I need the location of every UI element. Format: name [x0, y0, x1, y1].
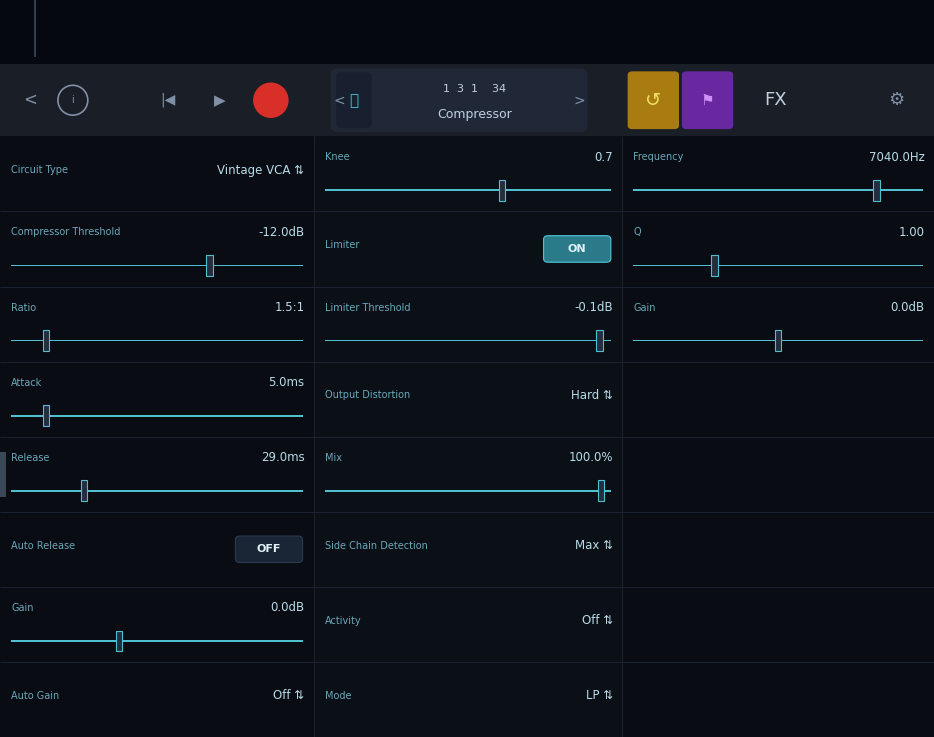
Bar — [325, 490, 611, 492]
Text: 0.0dB: 0.0dB — [890, 301, 925, 314]
Text: 1.5:1: 1.5:1 — [275, 301, 304, 314]
Text: Attack: Attack — [11, 377, 42, 388]
Bar — [206, 255, 213, 276]
Text: Max ⇅: Max ⇅ — [574, 539, 613, 552]
Text: <: < — [333, 94, 345, 107]
Text: ON: ON — [568, 244, 587, 254]
Text: 29.0ms: 29.0ms — [261, 451, 304, 464]
Text: Knee: Knee — [325, 153, 349, 162]
Bar — [598, 481, 604, 501]
Text: Vintage VCA ⇅: Vintage VCA ⇅ — [218, 164, 304, 177]
Text: ↺: ↺ — [645, 91, 661, 110]
Bar — [325, 189, 611, 192]
Bar — [43, 330, 50, 351]
Text: Mix: Mix — [325, 453, 342, 463]
Text: 5.0ms: 5.0ms — [268, 376, 304, 389]
Text: Hard ⇅: Hard ⇅ — [571, 389, 613, 402]
Text: |◀: |◀ — [161, 93, 176, 108]
Text: 1  3  1    34: 1 3 1 34 — [443, 84, 506, 94]
Bar — [0, 452, 6, 497]
Text: ▶: ▶ — [214, 93, 225, 108]
Text: Auto Release: Auto Release — [11, 540, 76, 551]
Text: ⚙: ⚙ — [888, 91, 905, 109]
FancyBboxPatch shape — [682, 71, 733, 129]
Bar — [0, 0, 934, 64]
Bar — [711, 255, 717, 276]
Text: Off ⇅: Off ⇅ — [274, 689, 304, 702]
Text: 100.0%: 100.0% — [568, 451, 613, 464]
Text: 1.00: 1.00 — [899, 226, 925, 239]
Text: Compressor: Compressor — [437, 108, 512, 121]
Bar — [873, 180, 880, 200]
Bar — [43, 405, 50, 426]
Bar — [0, 136, 314, 737]
Text: Gain: Gain — [633, 302, 656, 312]
Bar — [11, 340, 303, 341]
Text: Auto Gain: Auto Gain — [11, 691, 60, 701]
Text: Release: Release — [11, 453, 50, 463]
Text: Compressor Threshold: Compressor Threshold — [11, 228, 120, 237]
Text: OFF: OFF — [257, 545, 281, 554]
Bar — [11, 640, 303, 642]
Text: 0.0dB: 0.0dB — [270, 601, 304, 615]
Bar — [314, 136, 622, 737]
Text: Gain: Gain — [11, 603, 34, 613]
Bar — [325, 340, 611, 341]
Bar — [622, 136, 934, 737]
Text: Limiter Threshold: Limiter Threshold — [325, 302, 411, 312]
Bar — [596, 330, 602, 351]
FancyBboxPatch shape — [628, 71, 679, 129]
Text: i: i — [72, 95, 74, 105]
Text: ⏻: ⏻ — [349, 93, 359, 108]
Text: <: < — [23, 91, 36, 109]
Text: Frequency: Frequency — [633, 153, 684, 162]
Text: Mode: Mode — [325, 691, 351, 701]
Text: -0.1dB: -0.1dB — [574, 301, 613, 314]
Bar — [11, 490, 303, 492]
Text: Off ⇅: Off ⇅ — [582, 614, 613, 627]
Bar — [499, 180, 505, 200]
Text: Circuit Type: Circuit Type — [11, 165, 68, 175]
Text: 7040.0Hz: 7040.0Hz — [869, 151, 925, 164]
Text: Activity: Activity — [325, 615, 361, 626]
Bar — [633, 340, 923, 341]
Text: >: > — [573, 94, 585, 107]
Bar — [11, 415, 303, 416]
Bar — [633, 189, 923, 192]
Bar — [81, 481, 88, 501]
Text: FX: FX — [764, 91, 786, 109]
Text: Ratio: Ratio — [11, 302, 36, 312]
Text: Output Distortion: Output Distortion — [325, 391, 410, 400]
Text: Q: Q — [633, 228, 641, 237]
Text: LP ⇅: LP ⇅ — [586, 689, 613, 702]
Bar — [775, 330, 782, 351]
Text: Limiter: Limiter — [325, 240, 360, 251]
Ellipse shape — [253, 83, 289, 118]
FancyBboxPatch shape — [336, 72, 372, 128]
FancyBboxPatch shape — [235, 536, 303, 562]
Bar — [633, 265, 923, 266]
Text: Side Chain Detection: Side Chain Detection — [325, 540, 428, 551]
FancyBboxPatch shape — [331, 69, 587, 132]
Bar — [11, 265, 303, 266]
Text: -12.0dB: -12.0dB — [259, 226, 304, 239]
Bar — [0, 64, 934, 136]
Bar — [116, 631, 122, 652]
FancyBboxPatch shape — [544, 236, 611, 262]
Text: ⚑: ⚑ — [700, 93, 715, 108]
Text: 0.7: 0.7 — [594, 151, 613, 164]
